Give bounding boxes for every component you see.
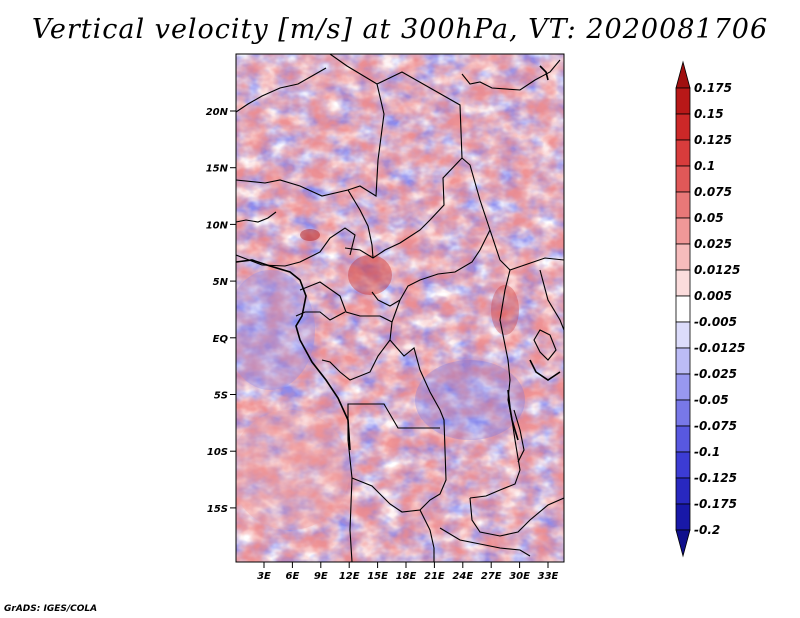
lat-label: 10N xyxy=(206,220,229,231)
lat-label: 10S xyxy=(207,447,228,458)
colorbar: 0.175 0.15 0.125 0.1 0.075 0.05 0.025 0.0125 0.0… xyxy=(675,60,745,558)
map-frame xyxy=(235,53,565,563)
colorbar-label: -0.175 xyxy=(694,497,737,511)
colorbar-label: 0.125 xyxy=(694,133,732,147)
grads-credit: GrADS: IGES/COLA xyxy=(4,604,98,614)
colorbar-swatch xyxy=(675,165,691,193)
colorbar-swatch xyxy=(675,321,691,349)
lon-label: 6E xyxy=(286,571,300,582)
chart-title: Vertical velocity [m/s] at 300hPa, VT: 2… xyxy=(31,14,769,45)
colorbar-label: -0.0125 xyxy=(694,341,745,355)
colorbar-label: -0.005 xyxy=(694,315,737,329)
lon-label: 3E xyxy=(257,571,271,582)
lat-label: 15N xyxy=(206,164,229,175)
lon-label: 33E xyxy=(538,571,559,582)
colorbar-label: 0.0125 xyxy=(694,263,740,277)
lon-label: 24E xyxy=(452,571,473,582)
colorbar-arrow-top xyxy=(675,60,691,89)
colorbar-swatch xyxy=(675,451,691,479)
map-field xyxy=(236,54,564,562)
colorbar-swatch xyxy=(675,217,691,245)
latitude-axis: 20N 15N 10N 5N EQ 5S 10S 15S xyxy=(206,107,236,515)
colorbar-label: -0.075 xyxy=(694,419,737,433)
colorbar-label: -0.1 xyxy=(694,445,720,459)
colorbar-label: 0.075 xyxy=(694,185,732,199)
lon-label: 30E xyxy=(509,571,530,582)
lon-label: 21E xyxy=(424,571,445,582)
lon-label: 27E xyxy=(481,571,502,582)
lat-label: 15S xyxy=(207,504,228,515)
colorbar-swatch xyxy=(675,113,691,141)
colorbar-swatch xyxy=(675,295,691,323)
lat-label: 5S xyxy=(214,391,228,402)
lat-label: 20N xyxy=(206,107,229,118)
lat-label: 5N xyxy=(213,277,229,288)
colorbar-label: 0.05 xyxy=(694,211,724,225)
colorbar-label: -0.025 xyxy=(694,367,737,381)
colorbar-swatch xyxy=(675,477,691,505)
colorbar-swatch xyxy=(675,269,691,297)
lon-label: 18E xyxy=(396,571,417,582)
colorbar-label: -0.05 xyxy=(694,393,729,407)
colorbar-swatch xyxy=(675,243,691,271)
colorbar-label: -0.125 xyxy=(694,471,737,485)
colorbar-swatch xyxy=(675,373,691,401)
lat-label: EQ xyxy=(213,334,229,345)
lon-label: 12E xyxy=(339,571,360,582)
colorbar-label: -0.2 xyxy=(694,523,720,537)
colorbar-swatch xyxy=(675,347,691,375)
colorbar-swatch xyxy=(675,425,691,453)
longitude-axis: 3E 6E 9E 12E 15E 18E 21E 24E 27E 30E 33E xyxy=(257,562,559,582)
colorbar-label: 0.175 xyxy=(694,81,732,95)
colorbar-swatch xyxy=(675,87,691,115)
country-borders xyxy=(236,54,564,562)
coastline xyxy=(236,65,561,451)
colorbar-swatch xyxy=(675,503,691,531)
colorbar-label: 0.005 xyxy=(694,289,732,303)
colorbar-arrow-bottom xyxy=(675,529,691,558)
colorbar-swatch xyxy=(675,191,691,219)
colorbar-label: 0.025 xyxy=(694,237,732,251)
colorbar-swatch xyxy=(675,399,691,427)
colorbar-label: 0.15 xyxy=(694,107,724,121)
lon-label: 9E xyxy=(314,571,328,582)
colorbar-label: 0.1 xyxy=(694,159,715,173)
lon-label: 15E xyxy=(367,571,388,582)
colorbar-swatch xyxy=(675,139,691,167)
